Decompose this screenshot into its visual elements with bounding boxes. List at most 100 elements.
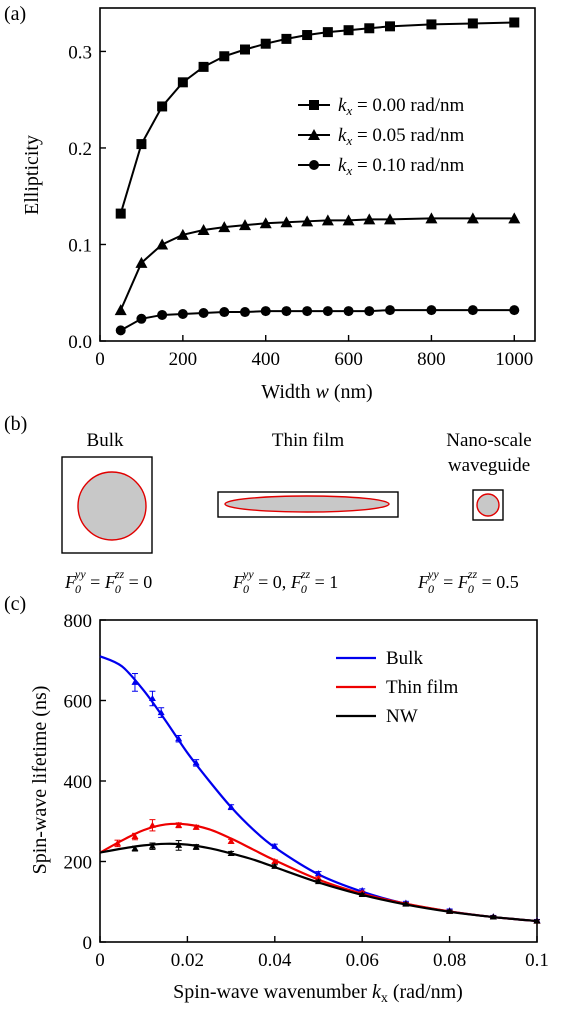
- circle-point: [467, 305, 478, 316]
- triangle-point: [384, 213, 396, 225]
- series-group-c: [99, 655, 541, 924]
- square-point: [343, 25, 354, 36]
- ellipticity-chart: 0 200 400 600 800 1000 0.0 0.1 0.2 0.3 Ellipticit…: [21, 7, 536, 403]
- square-point: [364, 23, 375, 34]
- legend-label-bulk: Bulk: [386, 648, 423, 669]
- legend-square-marker: [309, 100, 319, 110]
- y-tick-label-a: 0.2: [68, 139, 92, 160]
- square-point: [322, 27, 333, 38]
- triangle-point: [301, 215, 314, 227]
- y-axis-title-c: Spin-wave lifetime (ns): [29, 686, 51, 875]
- y-tick-label-a: 0.0: [68, 332, 92, 353]
- circle-point: [343, 306, 354, 317]
- nanowire-outline: [472, 489, 504, 521]
- square-point: [157, 101, 168, 112]
- data-point: [315, 874, 322, 881]
- circle-point: [136, 313, 147, 324]
- data-point: [192, 823, 200, 830]
- data-point: [148, 842, 156, 849]
- x-tick-label-c: 0.08: [433, 950, 466, 971]
- square-point: [426, 19, 437, 30]
- data-point: [113, 839, 121, 846]
- legend-label-thin-film: Thin film: [386, 677, 459, 698]
- x-tick-label-a: 600: [334, 349, 363, 370]
- triangle-point: [218, 221, 231, 233]
- triangle-point: [197, 224, 210, 235]
- data-point: [175, 821, 183, 828]
- plot-frame-c: [99, 619, 538, 943]
- circle-point: [260, 306, 271, 317]
- series-line-a: [119, 21, 515, 214]
- thin-film-cross-section: [224, 495, 390, 513]
- legend-entry-3: kx = 0.10 rad/nm: [338, 155, 464, 178]
- lifetime-chart: 0 0.02 0.04 0.06 0.08 0.1 0 200 400 600 800 Spin-w…: [29, 611, 549, 1006]
- square-point: [198, 61, 209, 72]
- circle-point: [219, 307, 230, 318]
- thin-film-title: Thin film: [272, 430, 345, 451]
- data-point: [271, 842, 279, 849]
- x-tick-label-a: 1000: [495, 349, 533, 370]
- circle-point: [281, 306, 292, 317]
- circle-point: [509, 305, 520, 316]
- bulk-formula: F0yy = F0zz = 0: [64, 567, 152, 596]
- x-tick-label-c: 0.1: [525, 950, 549, 971]
- axis-ticks-a: 0 200 400 600 800 1000 0.0 0.1 0.2 0.3: [68, 42, 533, 370]
- square-point: [260, 38, 271, 49]
- y-tick-label-c: 800: [64, 611, 93, 632]
- y-axis-title-a: Ellipticity: [21, 135, 43, 215]
- data-point: [227, 837, 235, 844]
- square-point: [115, 208, 126, 219]
- x-tick-label-a: 0: [95, 349, 105, 370]
- nanowire-cross-section: [476, 493, 500, 517]
- data-point: [192, 843, 200, 850]
- x-axis-title-a: Width w (nm): [261, 381, 372, 403]
- circle-point: [115, 325, 126, 336]
- bulk-title: Bulk: [87, 430, 124, 451]
- square-point: [136, 139, 147, 150]
- circle-point: [426, 305, 437, 316]
- triangle-point: [280, 216, 293, 228]
- triangle-point: [114, 304, 127, 316]
- data-point: [175, 841, 183, 848]
- data-point: [148, 821, 156, 828]
- square-point: [385, 21, 395, 32]
- circle-point: [198, 308, 209, 319]
- thin-film-formula: F0yy = 0, F0zz = 1: [232, 567, 338, 596]
- data-point: [192, 759, 200, 766]
- bulk-cross-section: [77, 471, 147, 541]
- legend-entry-2: kx = 0.05 rad/nm: [338, 125, 464, 148]
- x-tick-label-a: 200: [169, 349, 198, 370]
- triangle-point: [508, 212, 521, 224]
- legend-entry-1: kx = 0.00 rad/nm: [338, 95, 464, 118]
- triangle-point: [425, 212, 438, 224]
- y-tick-label-a: 0.3: [68, 42, 92, 63]
- x-tick-label-c: 0: [95, 950, 105, 971]
- circle-point: [157, 309, 168, 320]
- circle-point: [177, 308, 188, 319]
- legend-label-nw: NW: [386, 706, 418, 727]
- series-group-a: [114, 17, 521, 336]
- x-tick-label-c: 0.06: [346, 950, 379, 971]
- square-point: [281, 33, 292, 44]
- fit-curve-nw: [99, 842, 538, 923]
- plot-frame-a: [99, 7, 536, 342]
- legend-a: kx = 0.00 rad/nm kx = 0.05 rad/nm kx = 0…: [298, 95, 464, 178]
- nanowire-title-1: Nano-scale: [446, 430, 531, 451]
- data-point: [489, 913, 497, 920]
- axis-ticks-c: 0 0.02 0.04 0.06 0.08 0.1 0 200 400 600 800: [64, 611, 549, 971]
- series-line-a: [119, 217, 515, 311]
- triangle-point: [239, 219, 251, 231]
- triangle-point: [259, 217, 272, 229]
- x-tick-label-c: 0.04: [258, 950, 292, 971]
- thin-film-outline: [217, 491, 399, 518]
- square-point: [177, 77, 188, 88]
- x-tick-label-a: 800: [417, 349, 446, 370]
- geometry-panel: Bulk Thin film Nano-scale waveguide F0yy…: [61, 430, 532, 596]
- triangle-point: [342, 214, 355, 226]
- y-tick-label-a: 0.1: [68, 235, 92, 256]
- circle-point: [322, 306, 333, 317]
- data-point: [358, 891, 366, 898]
- x-tick-label-c: 0.02: [171, 950, 204, 971]
- triangle-point: [466, 212, 479, 224]
